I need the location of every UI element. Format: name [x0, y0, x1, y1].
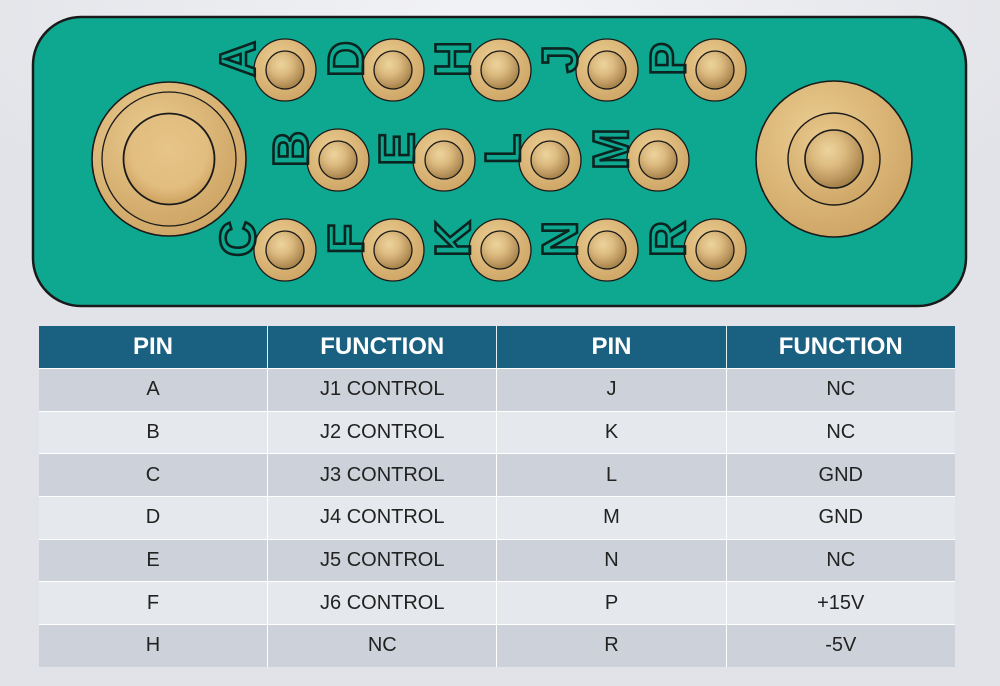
svg-text:C: C [210, 221, 266, 257]
svg-text:E: E [369, 132, 425, 165]
svg-text:M: M [583, 128, 639, 170]
svg-text:P: P [640, 42, 696, 75]
svg-text:J: J [532, 45, 588, 73]
svg-text:R: R [640, 221, 696, 257]
svg-text:K: K [425, 221, 481, 257]
svg-text:B: B [263, 131, 319, 167]
svg-text:L: L [475, 134, 531, 165]
svg-text:F: F [318, 224, 374, 255]
svg-text:D: D [318, 41, 374, 77]
svg-text:H: H [425, 41, 481, 77]
svg-text:A: A [210, 41, 266, 77]
svg-text:N: N [532, 221, 588, 257]
